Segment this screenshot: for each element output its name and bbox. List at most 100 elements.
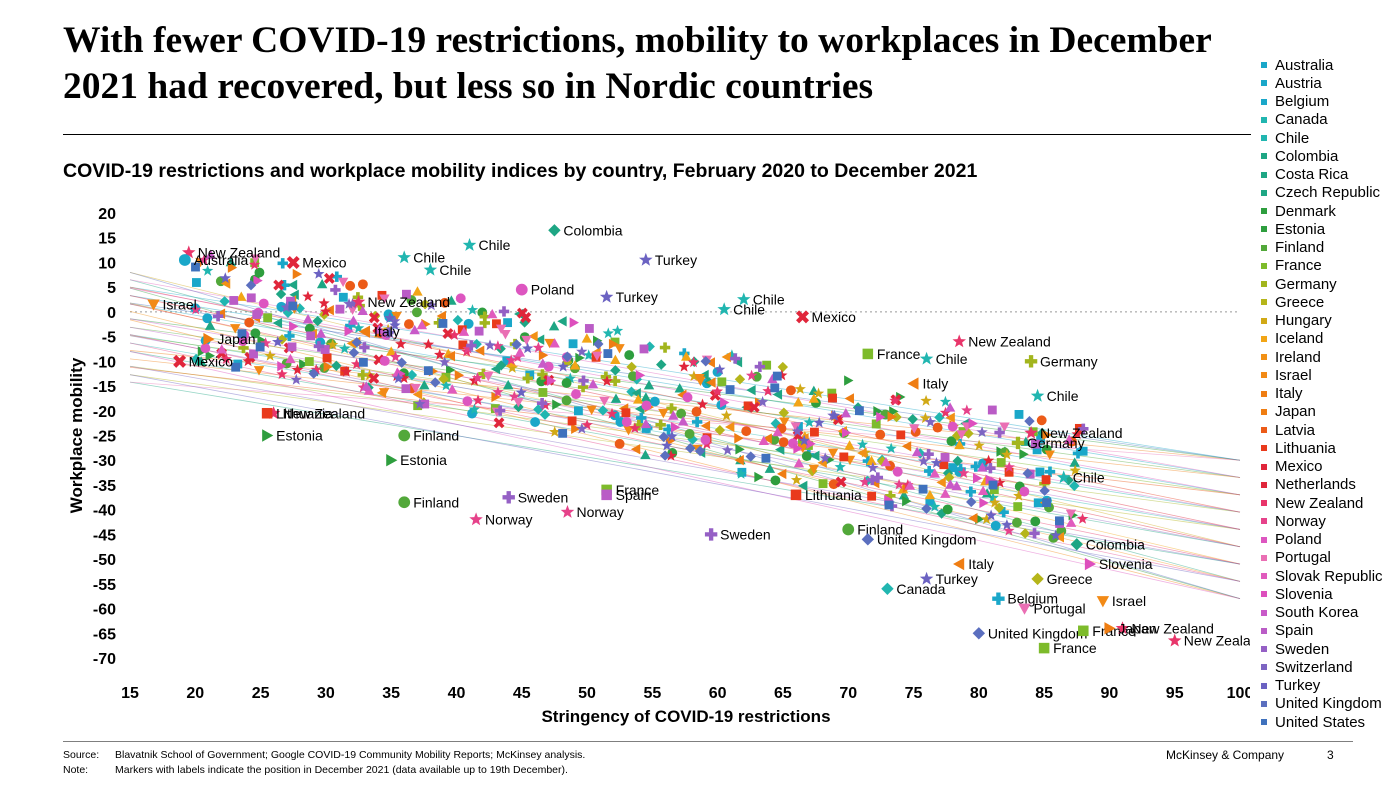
data-point bbox=[779, 417, 790, 427]
data-point bbox=[280, 301, 292, 313]
data-point bbox=[741, 426, 752, 437]
data-point bbox=[793, 458, 805, 468]
data-point bbox=[345, 280, 356, 291]
point-label: Finland bbox=[413, 428, 459, 444]
legend-label: Czech Republic bbox=[1275, 184, 1381, 202]
legend-label: Turkey bbox=[1275, 677, 1321, 695]
labeled-marker bbox=[601, 489, 612, 501]
note-text: Markers with labels indicate the positio… bbox=[115, 764, 568, 776]
data-point bbox=[389, 351, 402, 362]
y-tick-label: -20 bbox=[93, 404, 116, 421]
data-point bbox=[968, 513, 978, 524]
trend-line-japan bbox=[129, 358, 1241, 478]
data-point bbox=[961, 404, 973, 416]
data-point bbox=[640, 392, 652, 402]
trend-line-hungary bbox=[129, 271, 1241, 548]
legend-item: Chile bbox=[1261, 129, 1383, 147]
data-point bbox=[743, 401, 753, 411]
data-point bbox=[746, 384, 756, 396]
data-point bbox=[911, 446, 923, 457]
data-point bbox=[808, 393, 820, 403]
legend-swatch bbox=[1261, 62, 1267, 69]
trend-line-spain bbox=[129, 326, 1241, 530]
data-point bbox=[202, 313, 213, 324]
data-point bbox=[794, 383, 806, 394]
point-label: Poland bbox=[531, 282, 575, 298]
data-point bbox=[640, 418, 652, 429]
data-point bbox=[561, 378, 572, 388]
chart-legend: Australia Austria Belgium Canada Chile Colomb… bbox=[1261, 56, 1383, 731]
y-tick-label: -55 bbox=[93, 577, 116, 594]
data-point bbox=[977, 485, 989, 496]
point-label: Israel bbox=[163, 296, 197, 312]
data-point bbox=[682, 392, 693, 403]
data-point bbox=[313, 268, 325, 279]
data-point bbox=[277, 360, 287, 372]
data-point bbox=[828, 479, 839, 490]
data-point bbox=[567, 416, 577, 426]
legend-swatch bbox=[1261, 609, 1267, 616]
data-point bbox=[219, 296, 230, 307]
legend-swatch bbox=[1261, 536, 1267, 543]
data-point bbox=[255, 342, 265, 352]
data-point bbox=[762, 433, 772, 444]
data-point bbox=[770, 383, 780, 393]
point-label: Italy bbox=[374, 324, 400, 340]
data-point bbox=[440, 379, 452, 391]
legend-item: Slovenia bbox=[1261, 585, 1383, 603]
data-point bbox=[569, 317, 580, 328]
data-point bbox=[644, 341, 655, 352]
data-point bbox=[705, 357, 715, 368]
data-point bbox=[772, 389, 783, 400]
data-point bbox=[614, 438, 625, 449]
data-point bbox=[299, 359, 309, 370]
data-point bbox=[1001, 519, 1013, 530]
point-label: Norway bbox=[485, 512, 532, 528]
legend-item: Colombia bbox=[1261, 147, 1383, 165]
trend-line-estonia bbox=[129, 318, 1241, 461]
data-point bbox=[288, 301, 298, 311]
data-point bbox=[530, 417, 541, 427]
data-point bbox=[629, 422, 641, 433]
data-point bbox=[975, 513, 985, 525]
chart-subtitle: COVID-19 restrictions and workplace mobi… bbox=[63, 160, 978, 182]
data-point bbox=[776, 468, 787, 480]
legend-label: New Zealand bbox=[1275, 494, 1364, 512]
data-point bbox=[898, 489, 910, 500]
data-point bbox=[537, 358, 549, 368]
data-point bbox=[348, 347, 360, 358]
data-point bbox=[454, 370, 465, 381]
data-point bbox=[936, 477, 946, 488]
data-point bbox=[813, 416, 825, 428]
legend-label: Switzerland bbox=[1275, 658, 1353, 676]
legend-swatch bbox=[1261, 354, 1267, 361]
data-point bbox=[391, 311, 402, 322]
data-point bbox=[970, 461, 981, 472]
data-point bbox=[392, 372, 405, 384]
labeled-marker bbox=[862, 348, 874, 360]
labeled-marker bbox=[881, 582, 894, 595]
data-point bbox=[923, 449, 934, 460]
data-point bbox=[1030, 516, 1041, 527]
data-point bbox=[952, 455, 963, 467]
legend-item: Czech Republic bbox=[1261, 184, 1383, 202]
data-point bbox=[277, 258, 288, 269]
legend-swatch bbox=[1261, 262, 1267, 269]
data-point bbox=[308, 368, 319, 379]
data-point bbox=[1024, 415, 1035, 427]
data-point bbox=[621, 416, 632, 427]
data-point bbox=[956, 430, 967, 440]
legend-swatch bbox=[1261, 153, 1267, 160]
data-point bbox=[939, 395, 952, 407]
legend-swatch bbox=[1261, 390, 1267, 397]
labeled-marker bbox=[286, 255, 300, 269]
y-tick-label: -10 bbox=[93, 354, 116, 371]
data-point bbox=[548, 321, 560, 331]
labeled-marker bbox=[1024, 355, 1038, 368]
data-point bbox=[876, 411, 886, 423]
data-points bbox=[190, 249, 1089, 543]
data-point bbox=[352, 322, 365, 334]
data-point bbox=[516, 307, 528, 319]
data-point bbox=[212, 310, 224, 322]
data-point bbox=[942, 467, 954, 479]
